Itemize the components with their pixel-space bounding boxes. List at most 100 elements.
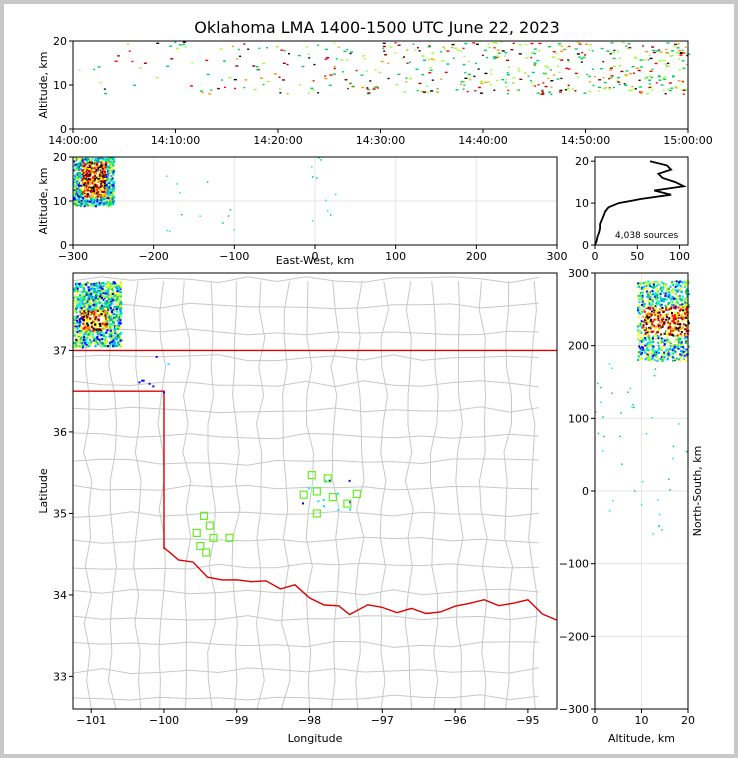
source-point [82, 336, 86, 339]
source-point [416, 47, 419, 49]
source-point [647, 330, 650, 333]
source-point [645, 50, 649, 53]
source-point [95, 340, 98, 343]
source-point [97, 342, 100, 345]
source-point [674, 322, 677, 325]
figure-frame: Oklahoma LMA 1400-1500 UTC June 22, 2023… [4, 4, 734, 754]
source-point [101, 171, 104, 174]
source-point [74, 295, 77, 298]
source-point [648, 303, 651, 306]
source-point [618, 83, 621, 86]
source-point [107, 178, 110, 181]
source-point [676, 295, 679, 298]
source-point [114, 336, 117, 339]
source-point [73, 190, 76, 193]
source-point [474, 90, 477, 92]
source-point [676, 299, 679, 302]
source-point [639, 323, 642, 326]
source-point [456, 49, 460, 51]
source-point [631, 406, 633, 409]
source-point [118, 321, 121, 324]
source-point [566, 87, 570, 89]
source-point [92, 321, 95, 324]
source-point [387, 77, 390, 80]
source-point [652, 51, 656, 54]
source-point [680, 313, 683, 316]
source-point [88, 326, 91, 330]
source-point [182, 41, 186, 43]
source-point [105, 194, 108, 197]
source-point [680, 297, 683, 300]
source-point [113, 160, 116, 163]
source-point [682, 316, 685, 319]
source-point [85, 300, 89, 304]
source-point [684, 341, 687, 344]
source-point [101, 175, 104, 178]
source-point [671, 314, 674, 317]
source-point [191, 62, 194, 64]
source-point [431, 52, 435, 54]
source-point [668, 82, 672, 84]
source-point [114, 294, 117, 297]
source-point [647, 352, 650, 355]
source-point [643, 327, 646, 330]
source-point [265, 47, 268, 49]
source-point [677, 80, 681, 82]
source-point [527, 75, 530, 77]
source-point [81, 310, 84, 313]
source-point [87, 289, 91, 292]
source-point [89, 312, 92, 315]
source-point [106, 189, 109, 192]
source-point [337, 46, 340, 48]
county-boundary [133, 281, 142, 710]
source-point [672, 297, 675, 300]
source-point [675, 289, 678, 292]
source-point [89, 289, 92, 292]
source-point [676, 47, 680, 49]
source-point [592, 84, 595, 87]
source-point [682, 309, 685, 312]
source-point [148, 382, 151, 385]
source-point [429, 67, 433, 69]
source-point [671, 54, 674, 57]
source-point [82, 176, 85, 179]
source-point [484, 81, 488, 84]
source-point [101, 197, 104, 200]
source-point [111, 192, 114, 195]
source-point [95, 328, 98, 331]
source-point [627, 43, 631, 45]
source-point [675, 87, 679, 89]
source-point [87, 186, 90, 189]
source-point [656, 309, 659, 312]
source-point [112, 342, 115, 345]
source-point [608, 363, 611, 365]
y-tick-label: 20 [53, 35, 67, 48]
source-point [544, 65, 548, 67]
source-point [654, 306, 657, 309]
source-point [671, 331, 674, 334]
source-point [100, 164, 103, 167]
lma-station-marker [192, 528, 201, 538]
source-point [95, 166, 98, 169]
source-point [170, 58, 174, 60]
source-point [88, 300, 91, 303]
source-point [94, 284, 97, 287]
source-point [647, 334, 650, 337]
source-point [108, 334, 112, 337]
source-point [518, 44, 522, 46]
source-point [669, 296, 672, 299]
source-point [84, 340, 87, 343]
source-point [649, 298, 652, 301]
source-point [658, 60, 662, 62]
source-point [645, 348, 648, 351]
source-point [637, 334, 640, 337]
source-point [644, 337, 647, 340]
source-point [97, 177, 100, 180]
source-point [119, 291, 122, 294]
source-point [110, 300, 113, 303]
source-point [490, 69, 493, 71]
y-axis-label: Latitude [37, 468, 50, 514]
source-point [102, 344, 105, 347]
source-point [656, 297, 659, 300]
